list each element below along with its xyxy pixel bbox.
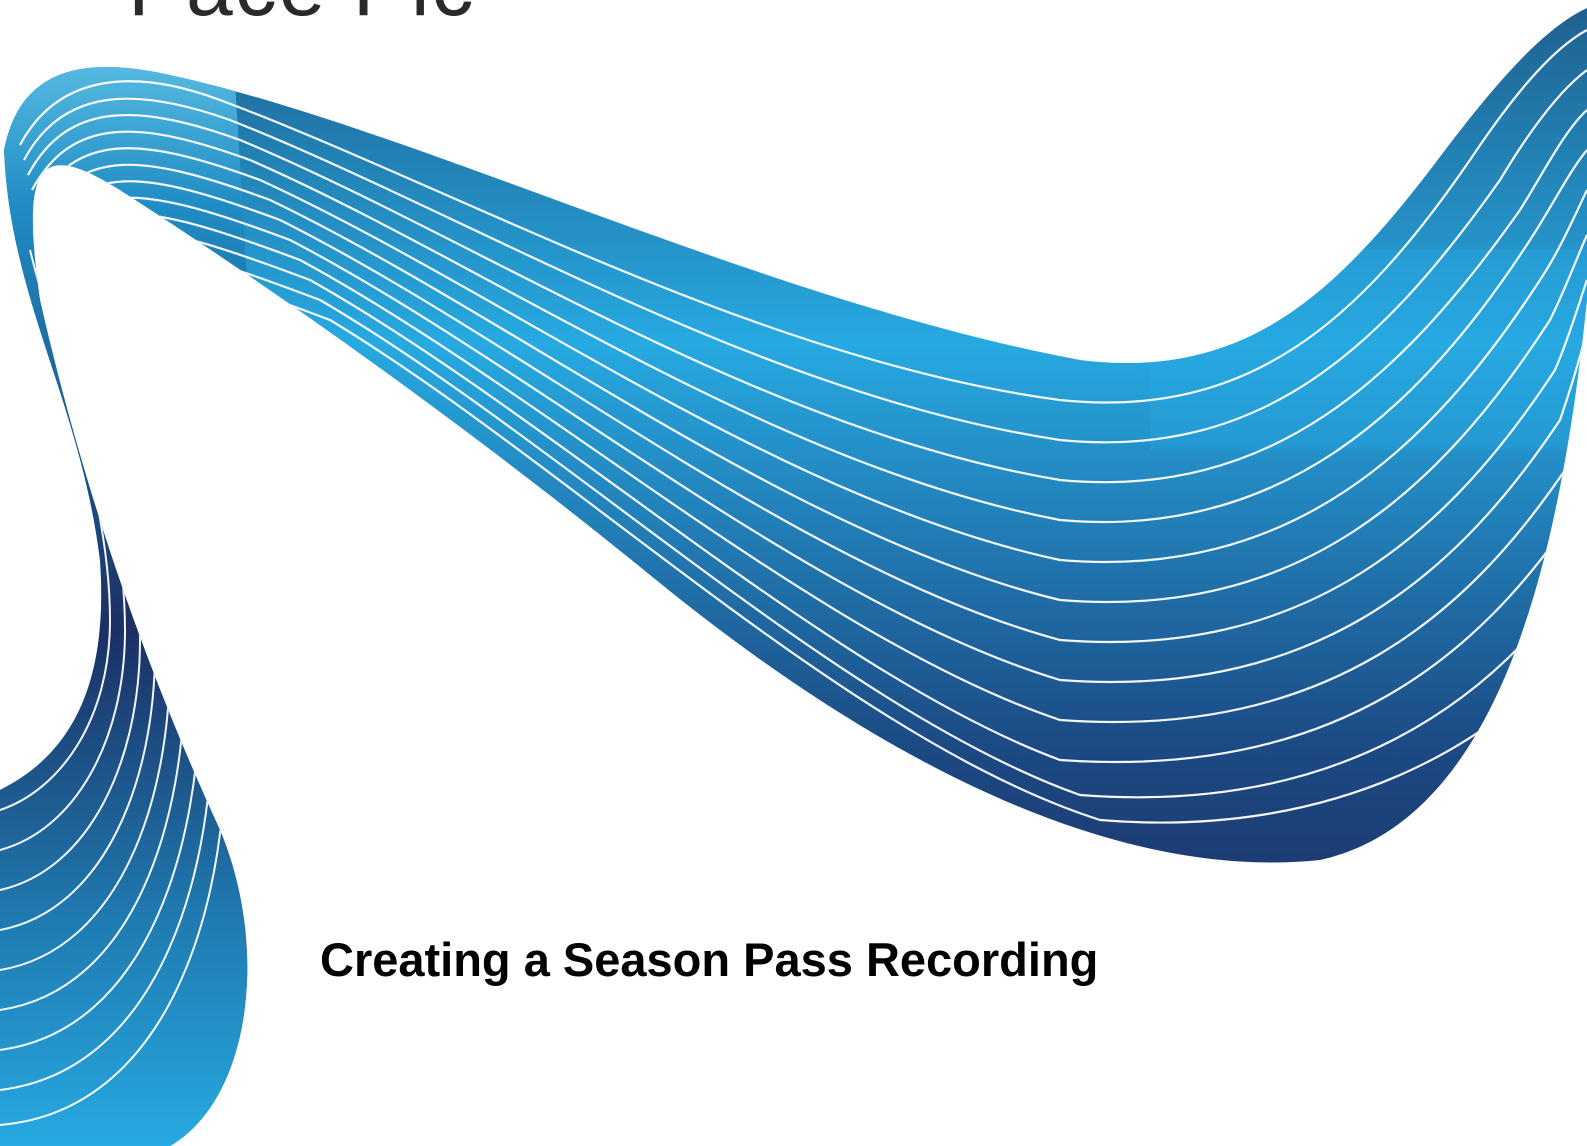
slide-title: Creating a Season Pass Recording — [320, 933, 1099, 986]
brand-wordmark: Pace Plc — [128, 0, 476, 35]
